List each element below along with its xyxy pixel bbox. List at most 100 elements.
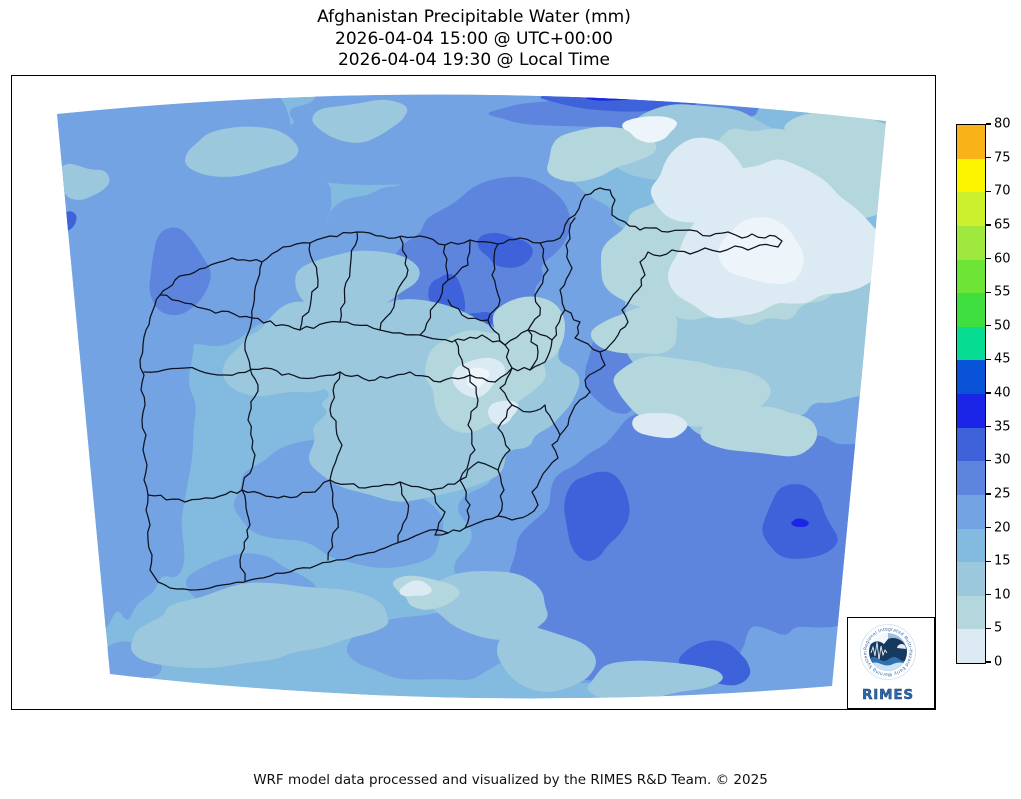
- colorbar-segment: [957, 494, 985, 529]
- colorbar-segment: [957, 259, 985, 294]
- colorbar-tick-mark: [985, 526, 991, 529]
- colorbar-segment: [957, 393, 985, 428]
- fill-0-5mm: [632, 412, 688, 439]
- fill-35-40mm: [584, 94, 654, 101]
- colorbar-tick-mark: [985, 560, 991, 562]
- province-border: [499, 344, 513, 406]
- logo-artwork: [869, 633, 907, 671]
- colorbar-segment: [957, 427, 985, 462]
- country-outline: [139, 187, 783, 591]
- province-border: [529, 339, 553, 371]
- colorbar-tick-mark: [985, 392, 991, 394]
- precipitable-water-fill-layer: [57, 94, 886, 699]
- fill-10-15mm: [57, 163, 110, 200]
- colorbar-segment: [957, 158, 985, 193]
- fill-10-15mm: [497, 626, 596, 692]
- colorbar-tick-mark: [985, 358, 991, 361]
- colorbar-segment: [957, 595, 985, 630]
- colorbar-segment: [957, 326, 985, 361]
- colorbar-tick-mark: [985, 190, 991, 192]
- colorbar-segment: [957, 460, 985, 495]
- colorbar-segment: [957, 528, 985, 563]
- province-border: [147, 489, 243, 503]
- fill-10-15mm: [222, 301, 360, 397]
- colorbar-tick-label: 70: [994, 183, 1011, 199]
- province-border: [339, 231, 359, 323]
- colorbar-segment: [957, 124, 985, 159]
- province-border: [143, 366, 341, 380]
- fill-5-10mm: [700, 406, 818, 457]
- province-border: [327, 371, 343, 561]
- province-border: [454, 339, 471, 376]
- province-border: [447, 239, 471, 281]
- province-border: [159, 294, 253, 319]
- colorbar-tick-label: 15: [994, 553, 1011, 569]
- page-title: Afghanistan Precipitable Water (mm): [317, 7, 631, 27]
- title-utc-time: 2026-04-04 15:00 @ UTC+00:00: [335, 28, 613, 49]
- province-border: [239, 489, 251, 582]
- province-border: [459, 461, 499, 481]
- fill-10-15mm: [130, 582, 389, 669]
- logo-brand-text: RIMES: [862, 687, 914, 703]
- fill-10-15mm: [312, 99, 408, 143]
- fill-lowest: [718, 217, 804, 284]
- footer-credit: WRF model data processed and visualized …: [253, 772, 768, 788]
- colorbar-tick-mark: [985, 257, 991, 260]
- afghanistan-province-borders: [139, 187, 783, 591]
- colorbar-segment: [957, 628, 985, 663]
- province-border: [241, 479, 331, 499]
- colorbar-tick-label: 30: [994, 452, 1011, 468]
- fill-20-25mm: [233, 439, 444, 568]
- colorbar-tick-mark: [985, 594, 991, 596]
- province-border: [299, 242, 319, 331]
- colorbar-tick-mark: [985, 627, 991, 630]
- province-border: [497, 404, 513, 517]
- colorbar-segment: [957, 292, 985, 327]
- fill-25-30mm: [149, 227, 211, 316]
- province-border: [564, 309, 601, 353]
- colorbar-tick-label: 5: [994, 620, 1003, 636]
- fill-10-15mm: [185, 126, 299, 177]
- fill-10-15mm: [295, 250, 420, 318]
- colorbar-segment: [957, 561, 985, 596]
- fill-0-5mm: [650, 137, 746, 223]
- fill-0-5mm: [399, 580, 432, 597]
- province-border: [251, 261, 263, 319]
- colorbar-tick-mark: [985, 459, 991, 461]
- colorbar-tick-mark: [985, 661, 991, 663]
- province-border: [429, 489, 449, 536]
- colorbar-tick-mark: [985, 157, 991, 159]
- fill-5-10mm: [613, 356, 771, 427]
- province-border: [397, 481, 410, 543]
- province-border: [511, 404, 561, 436]
- colorbar-tick-mark: [985, 291, 991, 293]
- colorbar-tick-label: 25: [994, 486, 1011, 502]
- colorbar-segment: [957, 225, 985, 260]
- province-border: [527, 242, 549, 331]
- province-border: [487, 243, 501, 321]
- colorbar-tick-label: 40: [994, 385, 1011, 401]
- colorbar-tick-mark: [985, 325, 991, 327]
- province-border: [251, 317, 421, 336]
- rimes-logo: Regional Integrated Multi-Hazard Early W…: [847, 617, 935, 709]
- colorbar-tick-label: 50: [994, 318, 1011, 334]
- colorbar-tick-label: 80: [994, 116, 1011, 132]
- province-border: [511, 329, 539, 372]
- province-border: [419, 244, 449, 336]
- colorbar-segment: [957, 191, 985, 226]
- province-border: [379, 236, 409, 331]
- colorbar: [956, 124, 986, 664]
- province-border: [447, 299, 489, 322]
- fill-30-35mm: [564, 471, 630, 561]
- fill-10-15mm: [427, 571, 548, 641]
- colorbar-tick-label: 35: [994, 419, 1011, 435]
- province-border: [469, 367, 513, 383]
- province-border: [487, 319, 506, 346]
- colorbar-segment: [957, 359, 985, 394]
- colorbar-tick-label: 55: [994, 284, 1011, 300]
- colorbar-tick-mark: [985, 426, 991, 428]
- title-local-time: 2026-04-04 19:30 @ Local Time: [337, 50, 611, 70]
- fill-5-10mm: [784, 111, 886, 163]
